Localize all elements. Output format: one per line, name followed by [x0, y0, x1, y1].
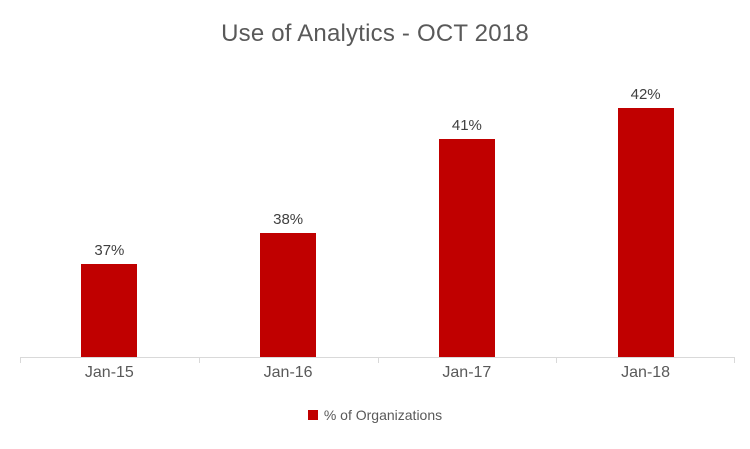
axis-tick	[556, 357, 558, 363]
bar	[260, 232, 317, 357]
plot-area: 37% 38% 41% 42%	[20, 77, 735, 363]
data-label: 41%	[451, 117, 482, 135]
bar	[81, 263, 138, 357]
bar-column: 41%	[378, 77, 557, 357]
legend-label: % of Organizations	[323, 407, 443, 423]
axis-tick	[734, 357, 735, 363]
data-label: 42%	[630, 86, 661, 104]
bars-container: 37% 38% 41% 42%	[20, 77, 735, 357]
chart-title: Use of Analytics - OCT 2018	[221, 20, 529, 47]
bar-column: 37%	[20, 77, 199, 357]
axis-tick	[377, 357, 379, 363]
x-axis-labels: Jan-15 Jan-16 Jan-17 Jan-18	[20, 363, 735, 382]
category-label: Jan-15	[84, 364, 134, 381]
data-label: 37%	[94, 241, 125, 259]
axis-tick	[20, 357, 21, 363]
category-label: Jan-16	[263, 364, 313, 381]
legend: % of Organizations	[0, 407, 750, 423]
category-label: Jan-17	[442, 364, 492, 381]
data-label: 38%	[273, 210, 304, 228]
legend-marker-icon	[307, 410, 318, 420]
bar	[617, 108, 674, 357]
axis-tick	[198, 357, 200, 363]
category-label: Jan-18	[621, 364, 671, 381]
bar-column: 42%	[556, 77, 735, 357]
bar	[438, 139, 495, 357]
bar-column: 38%	[199, 77, 378, 357]
